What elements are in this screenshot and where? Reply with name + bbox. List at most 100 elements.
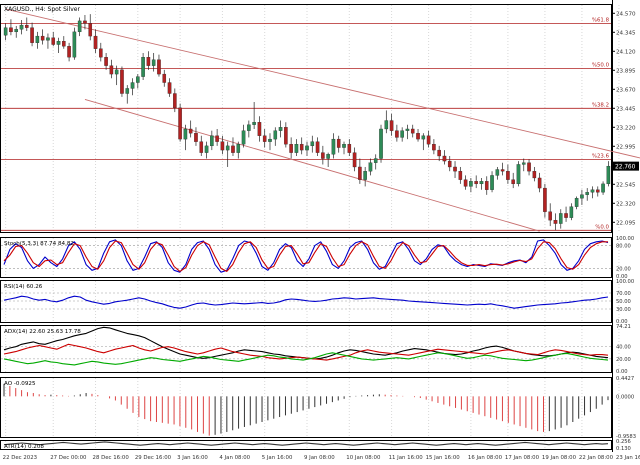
candle-body bbox=[590, 189, 595, 193]
candle-body bbox=[532, 171, 537, 179]
indicator-axis-label: 0.00 bbox=[616, 274, 628, 280]
candle-body bbox=[273, 130, 278, 140]
price-axis-label: 22.995 bbox=[616, 144, 636, 150]
candle-body bbox=[252, 122, 256, 125]
indicator-label: ATR(14) 0.208 bbox=[4, 444, 44, 450]
time-axis-label: 17 Jan 08:00 bbox=[505, 455, 540, 461]
time-axis-label: 11 Jan 16:00 bbox=[389, 455, 424, 461]
time-axis-label: 3 Jan 16:00 bbox=[177, 455, 208, 461]
candle-body bbox=[384, 120, 389, 130]
channel-line bbox=[84, 98, 540, 232]
candle-body bbox=[99, 48, 103, 58]
candle-body bbox=[268, 138, 272, 142]
candle-body bbox=[580, 194, 584, 199]
candle-body bbox=[521, 162, 526, 165]
candle-body bbox=[537, 177, 542, 189]
candle-body bbox=[241, 130, 246, 145]
candle-body bbox=[558, 213, 563, 224]
pane-frame-stoch bbox=[0, 237, 612, 278]
candle-body bbox=[225, 145, 230, 151]
pane-frame-adx bbox=[0, 325, 612, 373]
candle-body bbox=[146, 57, 151, 66]
pane-frame-main bbox=[0, 4, 612, 233]
candle-body bbox=[67, 46, 71, 58]
candle-body bbox=[453, 166, 457, 172]
indicator-axis-label: 40.00 bbox=[616, 345, 631, 351]
indicator-label: AO -0.0925 bbox=[4, 381, 36, 387]
candle-body bbox=[495, 169, 500, 176]
candle-body bbox=[574, 198, 579, 207]
candle-body bbox=[463, 179, 468, 187]
candle-body bbox=[114, 69, 119, 75]
candle-body bbox=[516, 164, 521, 185]
indicator-axis-label: 0.4427 bbox=[616, 376, 634, 382]
candle-body bbox=[389, 120, 394, 131]
candle-body bbox=[569, 206, 574, 218]
indicator-series-line bbox=[3, 352, 609, 366]
candle-body bbox=[141, 57, 145, 77]
candle-body bbox=[289, 144, 293, 153]
candle-body bbox=[500, 169, 505, 172]
candle-body bbox=[437, 149, 441, 157]
candle-body bbox=[326, 154, 330, 159]
indicator-axis-label: 0.0000 bbox=[616, 394, 634, 400]
indicator-series-line bbox=[3, 343, 609, 361]
candle-body bbox=[120, 69, 124, 94]
time-axis-label: 16 Jan 08:00 bbox=[468, 455, 503, 461]
candle-body bbox=[14, 29, 19, 33]
candle-body bbox=[342, 144, 346, 148]
time-axis-label: 5 Jan 16:00 bbox=[262, 455, 293, 461]
labels-layer: 22 Dec 2023 27 Dec 00:00 28 Dec 16:00 29 De… bbox=[3, 6, 640, 461]
candle-body bbox=[315, 141, 320, 153]
indicator-axis-label: 0.00 bbox=[616, 369, 628, 375]
channel-line bbox=[5, 8, 640, 159]
candle-body bbox=[35, 35, 40, 43]
candle-body bbox=[56, 41, 61, 45]
indicator-axis-label: 0.256 bbox=[616, 439, 631, 445]
candle-body bbox=[167, 82, 172, 94]
price-axis-label: 22.320 bbox=[616, 201, 636, 207]
candle-body bbox=[284, 127, 288, 145]
candle-body bbox=[215, 135, 219, 142]
candle-body bbox=[548, 211, 552, 221]
candle-body bbox=[336, 138, 341, 148]
candle-body bbox=[210, 135, 214, 147]
candle-body bbox=[194, 133, 198, 142]
candle-body bbox=[469, 181, 473, 187]
indicator-axis-label: 0.130 bbox=[616, 446, 631, 452]
time-axis-label: 10 Jan 08:00 bbox=[346, 455, 381, 461]
candle-body bbox=[278, 127, 283, 131]
time-axis-label: 22 Dec 2023 bbox=[3, 455, 37, 461]
candle-body bbox=[358, 166, 362, 180]
candle-body bbox=[426, 135, 431, 145]
indicator-label: RSI(14) 60.26 bbox=[4, 284, 43, 290]
candle-body bbox=[490, 175, 494, 190]
candle-body bbox=[305, 145, 309, 151]
indicator-series-line bbox=[3, 240, 608, 272]
candle-body bbox=[410, 128, 415, 134]
indicator-series-line bbox=[3, 441, 609, 446]
candle-body bbox=[83, 20, 87, 24]
time-axis-label: 22 Jan 08:00 bbox=[579, 455, 614, 461]
candle-body bbox=[601, 183, 605, 193]
price-axis-label: 23.895 bbox=[616, 68, 636, 74]
candle-body bbox=[606, 165, 611, 185]
candle-body bbox=[310, 141, 315, 147]
candle-body bbox=[299, 144, 304, 151]
indicator-axis-label: 0.00 bbox=[616, 319, 628, 325]
candle-body bbox=[262, 135, 267, 142]
indicator-axis-label: 20.00 bbox=[616, 357, 631, 363]
price-axis-label: 24.120 bbox=[616, 49, 636, 55]
candle-body bbox=[199, 141, 204, 153]
candle-body bbox=[188, 128, 193, 134]
fib-level-label: %23.6 bbox=[592, 153, 610, 159]
candle-body bbox=[125, 88, 130, 94]
candle-body bbox=[19, 24, 24, 30]
time-axis-label: 29 Dec 16:00 bbox=[135, 455, 172, 461]
candle-body bbox=[9, 27, 13, 33]
candle-body bbox=[474, 181, 478, 185]
time-axis-label: 15 Jan 16:00 bbox=[426, 455, 461, 461]
indicator-axis-label: 74.21 bbox=[616, 324, 631, 330]
candle-body bbox=[368, 162, 373, 172]
